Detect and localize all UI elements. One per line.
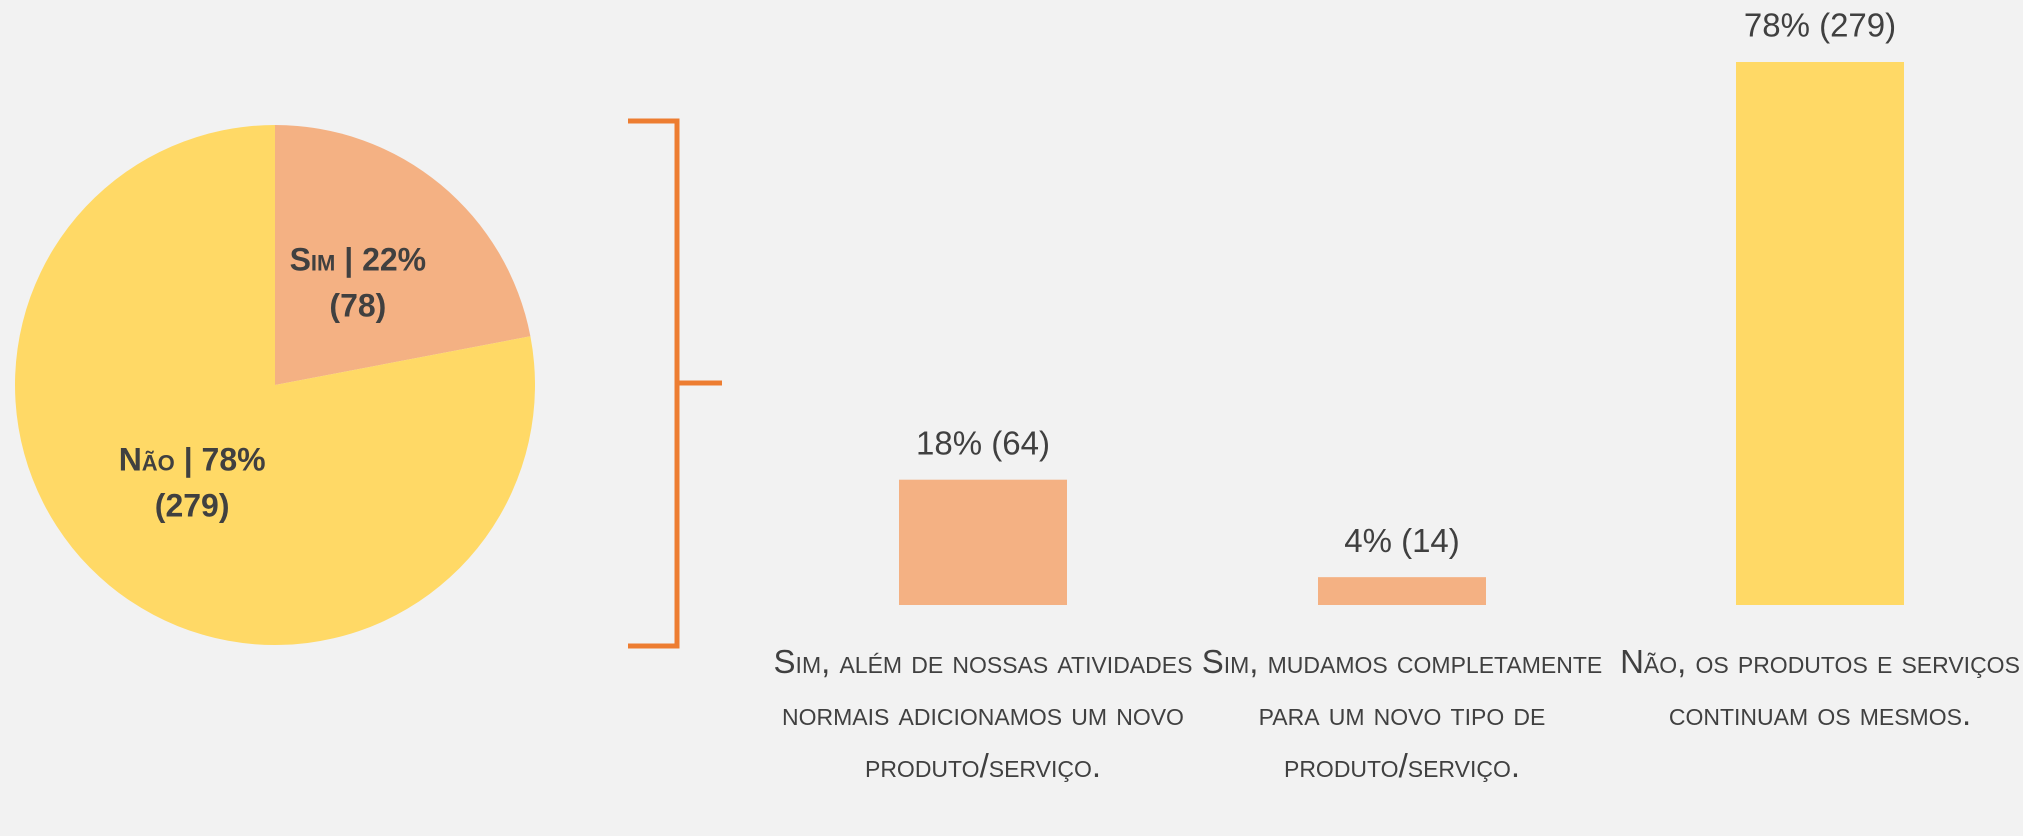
pie-slice [275, 125, 531, 385]
value-label: 78% (279) [1744, 7, 1896, 44]
category-label: Sim, além de nossas atividades normais a… [773, 643, 1193, 784]
pie-slice [15, 125, 536, 645]
value-label: 18% (64) [916, 424, 1050, 461]
slice-label: Sim | 22% [290, 241, 427, 277]
slice-label: Não | 78% [119, 442, 266, 478]
bar [1736, 62, 1904, 605]
category-label: Não, os produtos e serviços continuam os… [1620, 643, 2020, 732]
bar [1318, 577, 1486, 605]
slice-label: (78) [329, 287, 386, 323]
value-label: 4% (14) [1344, 522, 1460, 559]
slice-label: (279) [155, 488, 230, 524]
category-label: Sim, mudamos completamente para um novo … [1201, 643, 1603, 784]
bar [899, 479, 1067, 605]
bracket [628, 118, 722, 649]
